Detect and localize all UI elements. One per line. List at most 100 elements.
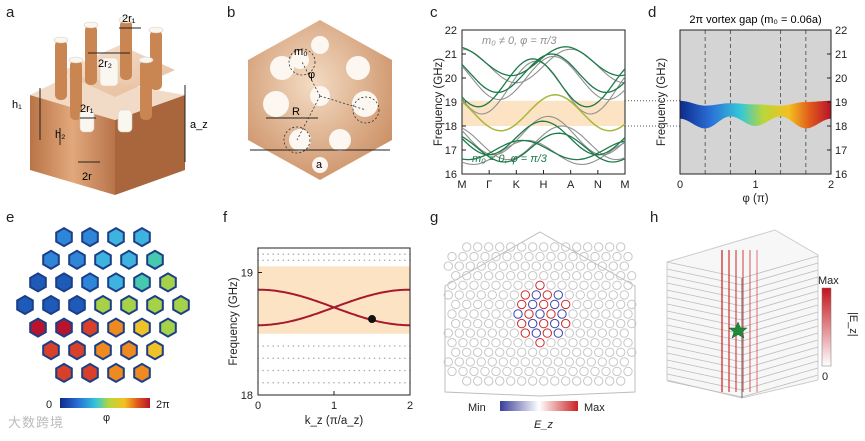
lattice-rod [469, 309, 479, 319]
selected-point-marker [368, 315, 376, 324]
bulk-mode-dot [282, 357, 285, 360]
lattice-rod [612, 309, 622, 319]
rod-row-right [741, 325, 819, 349]
rod-row-right [741, 297, 819, 321]
bulk-mode-dot [333, 253, 335, 255]
lattice-rod [605, 376, 615, 386]
lattice-rod [498, 290, 508, 300]
lattice-rod [583, 347, 593, 357]
bulk-mode-dot [343, 381, 345, 384]
panel-e-letter: e [6, 209, 14, 226]
rod-row-right [741, 262, 819, 286]
phase-hexagon [120, 249, 138, 270]
bulk-mode-dot [404, 369, 406, 372]
bulk-mode-dot [378, 357, 381, 360]
lattice-rod [605, 318, 615, 329]
rod-row-right [741, 353, 819, 377]
bulk-mode-dot [348, 259, 351, 262]
bulk-mode-dot [277, 369, 280, 372]
panel-f-letter: f [223, 209, 228, 226]
lattice-rod [597, 290, 607, 300]
bulk-mode-dot [373, 381, 376, 384]
bulk-mode-dot [277, 357, 280, 360]
lattice-rod [605, 271, 615, 281]
bulk-mode-dot [404, 253, 406, 255]
bulk-mode-dot [292, 259, 295, 262]
lattice-rod [506, 271, 516, 281]
bulk-mode-dot [388, 259, 391, 262]
bulk-mode-dot [368, 253, 371, 255]
bulk-mode-dot [282, 369, 285, 372]
bulk-mode-dot [404, 259, 406, 262]
y-tick-label: 18 [445, 121, 457, 133]
phase-hexagon [107, 272, 125, 293]
bulk-mode-dot [307, 259, 310, 262]
rod-row-left [666, 380, 743, 398]
lattice-rod [509, 261, 519, 271]
phase-hexagon [107, 317, 125, 338]
x-tick-label: K [513, 179, 521, 191]
ez-colorbar-max: Max [584, 402, 605, 414]
x-tick-label: 2 [828, 179, 834, 191]
lattice-rod [568, 338, 578, 348]
lattice-rod [594, 242, 604, 252]
label-h2: h₂ [55, 129, 65, 141]
bulk-mode-dot [323, 369, 325, 372]
source-star-marker [728, 321, 748, 339]
lattice-rod [568, 309, 578, 319]
y-tick-label: 21 [445, 49, 457, 61]
lattice-rod [561, 299, 571, 310]
y-tick-label: 16 [445, 169, 457, 181]
bulk-mode-dot [348, 381, 351, 384]
lattice-rod [528, 271, 538, 281]
lattice-rod [623, 280, 633, 290]
bulk-mode-dot [363, 357, 366, 360]
panel-a-letter: a [6, 4, 15, 21]
lattice-rod [627, 299, 637, 310]
phase-hexagon [133, 272, 151, 293]
lattice-rod [619, 328, 629, 338]
bulk-mode-dot [267, 357, 269, 360]
lattice-rod [594, 347, 604, 357]
bulk-mode-dot [302, 259, 305, 262]
lattice-rod [601, 309, 611, 319]
lattice-rod [447, 366, 457, 377]
bulk-mode-dot [323, 381, 325, 384]
lattice-rod [458, 366, 468, 377]
bulk-mode-dot [348, 253, 351, 255]
label-h1: h₁ [12, 99, 22, 111]
y-tick-label: 19 [445, 97, 457, 109]
lattice-rod [443, 357, 453, 367]
bulk-mode-dot [272, 253, 275, 255]
lattice-rod [469, 251, 479, 262]
lattice-rod [579, 251, 589, 262]
rod-row-right [741, 290, 819, 314]
lattice-rod [476, 290, 486, 300]
lattice-rod [557, 338, 567, 348]
x-tick-label: 0 [677, 179, 683, 191]
lattice-rod [491, 338, 501, 348]
y-tick-label: 16 [835, 169, 847, 181]
lattice-rod [465, 357, 475, 367]
lattice-rod [619, 290, 629, 300]
vortex-mode-line [258, 288, 410, 327]
bulk-mode-dot [388, 357, 391, 360]
lattice-rod [454, 290, 464, 300]
lattice-rod [476, 357, 486, 367]
bulk-mode-dot [353, 381, 356, 384]
bulk-mode-dot [394, 369, 396, 372]
lattice-rod [462, 242, 472, 252]
lattice-rod [458, 280, 468, 290]
lattice-rod [513, 251, 523, 262]
bulk-mode-dot [353, 357, 356, 360]
lattice-rod [451, 271, 461, 281]
bulk-mode-dot [358, 369, 361, 372]
panel-b-letter: b [227, 4, 235, 21]
bulk-mode-dot [297, 259, 300, 262]
lattice-rod [583, 318, 593, 329]
bulk-mode-dot [399, 369, 401, 372]
bulk-mode-dot [378, 345, 381, 347]
phase-hexagon [68, 340, 86, 361]
lattice-rod [583, 271, 593, 281]
lattice-rod [528, 242, 538, 252]
